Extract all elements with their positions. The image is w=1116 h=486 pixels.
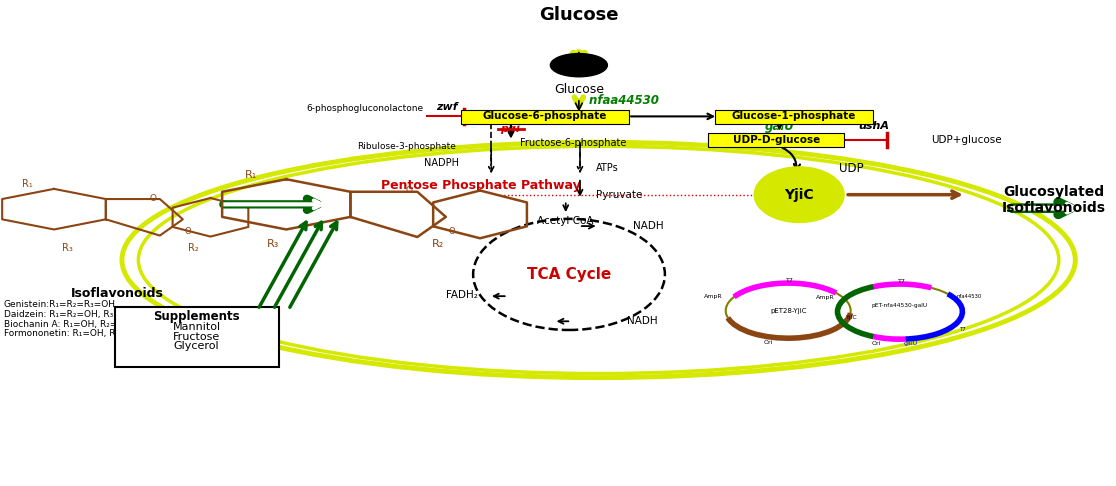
Text: UDP-D-glucose: UDP-D-glucose (732, 135, 820, 145)
Text: 6-phosphogluconolactone: 6-phosphogluconolactone (306, 104, 423, 113)
Text: Acetyl CoA: Acetyl CoA (538, 216, 594, 226)
Text: O: O (150, 193, 156, 203)
Text: Biochanin A: R₁=OH, R₂=OCH₃, R₃=H: Biochanin A: R₁=OH, R₂=OCH₃, R₃=H (3, 320, 171, 329)
Text: Mannitol: Mannitol (172, 322, 221, 332)
Text: YjiC: YjiC (846, 315, 857, 320)
Text: Ori: Ori (872, 341, 881, 346)
Text: NADPH: NADPH (424, 158, 460, 168)
Text: AmpR: AmpR (816, 295, 835, 300)
Text: T7: T7 (960, 328, 966, 332)
Text: galU: galU (904, 341, 918, 346)
Text: Glucose: Glucose (554, 83, 604, 96)
FancyBboxPatch shape (714, 110, 873, 124)
FancyBboxPatch shape (115, 307, 279, 367)
Text: Fructose-6-phosphate: Fructose-6-phosphate (520, 139, 626, 148)
Text: Isoflavonoids: Isoflavonoids (1001, 201, 1105, 215)
Text: O: O (449, 227, 455, 237)
Text: ATPs: ATPs (596, 163, 619, 173)
FancyBboxPatch shape (461, 110, 629, 124)
Text: TCA Cycle: TCA Cycle (527, 267, 612, 282)
Text: Genistein:R₁=R₂=R₃=OH: Genistein:R₁=R₂=R₃=OH (3, 300, 116, 310)
Text: O: O (184, 227, 191, 236)
Text: UDP: UDP (839, 162, 864, 174)
Text: Fructose: Fructose (173, 332, 220, 342)
Text: FADH₂: FADH₂ (445, 290, 478, 300)
Text: Supplements: Supplements (153, 310, 240, 323)
Text: galU: galU (764, 120, 795, 133)
Text: NADH: NADH (633, 221, 663, 231)
Text: R₁: R₁ (22, 179, 33, 189)
Text: pgi: pgi (500, 124, 520, 134)
Text: Glucose-6-phosphate: Glucose-6-phosphate (483, 111, 607, 122)
Text: T7: T7 (787, 278, 795, 283)
Text: AmpR: AmpR (704, 294, 723, 299)
Text: R₃: R₃ (61, 243, 73, 253)
Text: T7: T7 (898, 278, 906, 284)
Text: R₂: R₂ (187, 243, 199, 253)
FancyBboxPatch shape (709, 133, 844, 147)
Text: Pyruvate: Pyruvate (596, 190, 643, 200)
Text: Glycerol: Glycerol (174, 341, 219, 351)
Text: nfa44530: nfa44530 (956, 294, 982, 299)
Ellipse shape (550, 53, 607, 77)
Text: zwf: zwf (436, 102, 459, 112)
Text: pET-nfa44530-galU: pET-nfa44530-galU (872, 303, 929, 308)
Ellipse shape (754, 167, 844, 223)
Text: NADH: NADH (627, 316, 657, 326)
Text: O: O (405, 186, 412, 195)
Text: UDP+glucose: UDP+glucose (931, 135, 1001, 145)
Text: Glucose: Glucose (539, 6, 618, 24)
Text: R₂: R₂ (432, 239, 444, 249)
Text: YjiC: YjiC (785, 188, 814, 202)
Text: R₃: R₃ (267, 239, 279, 249)
Text: pET28-YjiC: pET28-YjiC (770, 308, 807, 313)
Text: ushA: ushA (858, 121, 889, 131)
Text: Pentose Phosphate Pathway: Pentose Phosphate Pathway (382, 179, 581, 192)
Text: Glucosylated: Glucosylated (1003, 185, 1104, 199)
Text: Ribulose-3-phosphate: Ribulose-3-phosphate (357, 142, 456, 151)
Text: Glucose-1-phosphate: Glucose-1-phosphate (731, 111, 856, 122)
Text: Daidzein: R₁=R₂=OH, R₃=H: Daidzein: R₁=R₂=OH, R₃=H (3, 310, 127, 319)
Text: nfa​a44530: nfa​a44530 (589, 94, 658, 107)
Text: Formononetin: R₁=OH, R₂=OCH₃, R₃=H: Formononetin: R₁=OH, R₂=OCH₃, R₃=H (3, 330, 180, 338)
Text: R₁: R₁ (246, 171, 258, 180)
Text: Ori: Ori (763, 340, 773, 345)
Text: Isoflavonoids: Isoflavonoids (70, 287, 163, 300)
